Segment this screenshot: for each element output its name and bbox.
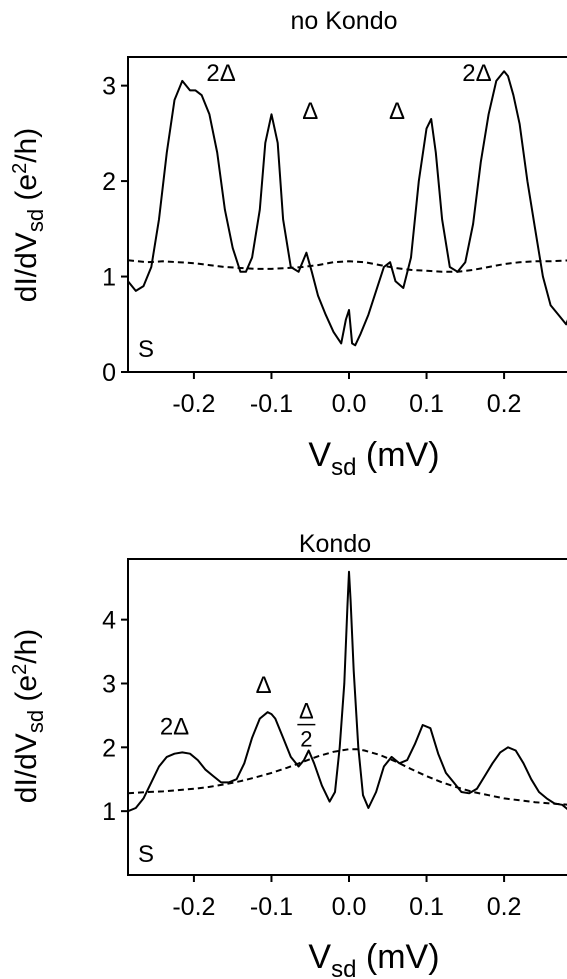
series-group xyxy=(127,570,567,813)
annotation-label: 2Δ xyxy=(206,60,235,87)
x-tick-label: -0.1 xyxy=(250,390,293,418)
y-tick-label: 2 xyxy=(102,734,116,762)
x-tick-label: 0.2 xyxy=(487,893,522,921)
y-axis-label: dI/dVsd (e2/h) xyxy=(9,629,48,803)
annotation-label: Δ xyxy=(302,98,318,125)
solid-series-line xyxy=(127,570,567,813)
y-axis-label: dI/dVsd (e2/h) xyxy=(9,128,48,302)
annotation-label: Δ xyxy=(389,98,405,125)
x-tick-label: 0.0 xyxy=(332,893,367,921)
x-tick-label: -0.1 xyxy=(250,893,293,921)
annotation-group: 2Δ Δ Δ 2 xyxy=(160,672,316,752)
x-tick-label: 0.0 xyxy=(332,390,367,418)
tick-group: -0.2 -0.1 0.0 0.1 0.2 1 2 3 4 xyxy=(102,607,521,921)
annotation-label: Δ xyxy=(299,699,314,724)
plot-frame xyxy=(127,56,567,373)
x-axis-label: Vsd (mV) xyxy=(308,938,439,979)
y-tick-label: 3 xyxy=(102,73,116,101)
annotation-label: 2Δ xyxy=(160,714,189,741)
y-tick-label: 0 xyxy=(102,359,116,387)
x-tick-label: 0.1 xyxy=(409,390,444,418)
y-tick-label: 3 xyxy=(102,670,116,698)
y-tick-label: 2 xyxy=(102,168,116,196)
x-axis-label: Vsd (mV) xyxy=(308,436,439,481)
solid-series-line xyxy=(127,70,567,347)
panel-kondo: Kondo -0.2 -0.1 0.0 0.1 0.2 1 2 3 4 2Δ Δ Δ 2 S Vsd … xyxy=(9,530,567,979)
x-tick-label: 0.1 xyxy=(409,893,444,921)
x-tick-label: -0.2 xyxy=(172,390,215,418)
x-tick-label: -0.2 xyxy=(172,893,215,921)
dashed-series-line xyxy=(127,748,567,806)
x-tick-label: 0.2 xyxy=(487,390,522,418)
corner-label: S xyxy=(138,336,154,363)
annotation-label: 2 xyxy=(300,727,312,752)
dashed-series-line xyxy=(127,259,567,273)
annotation-label: Δ xyxy=(256,672,272,699)
tick-group: -0.2 -0.1 0.0 0.1 0.2 0 1 2 3 xyxy=(102,73,521,418)
annotation-group: 2Δ Δ Δ 2Δ xyxy=(206,60,491,125)
y-tick-label: 1 xyxy=(102,798,116,826)
annotation-label: 2Δ xyxy=(462,60,491,87)
corner-label: S xyxy=(138,841,154,868)
series-group xyxy=(127,70,567,347)
chart-title: no Kondo xyxy=(290,7,397,35)
y-tick-label: 1 xyxy=(102,264,116,292)
y-tick-label: 4 xyxy=(102,607,116,635)
chart-title: Kondo xyxy=(299,530,371,558)
